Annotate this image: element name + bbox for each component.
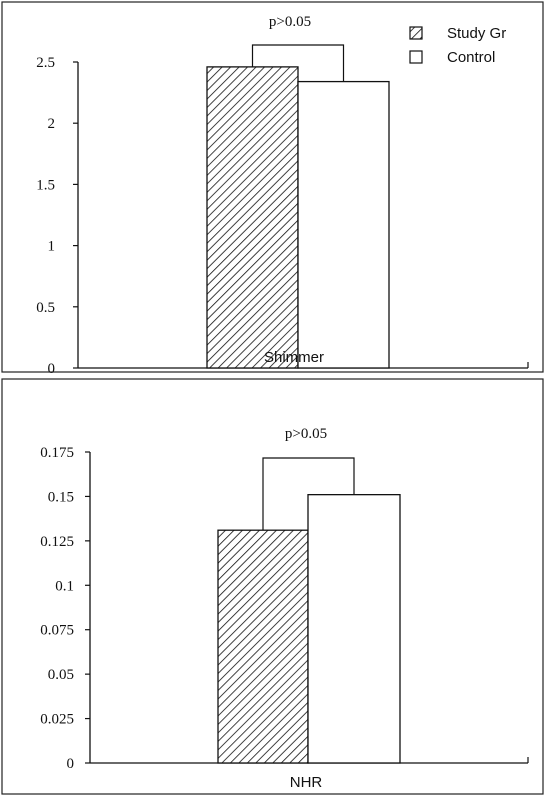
y-tick-label: 1 [48, 239, 56, 255]
annotation-nhr: p>0.05 [285, 426, 327, 442]
legend-swatch-study [409, 26, 423, 40]
y-tick-label: 0.075 [40, 623, 74, 639]
legend-label-study: Study Gr [447, 25, 506, 42]
x-axis-label-shimmer: Shimmer [264, 349, 324, 366]
y-tick-label: 0.1 [55, 578, 74, 594]
panel-frame-shimmer [1, 1, 544, 373]
bar-control [307, 494, 401, 764]
y-tick-label: 0.125 [40, 534, 74, 550]
significance-bracket-nhr [262, 457, 355, 531]
y-tick-label: 0.5 [36, 300, 55, 316]
significance-bracket-shimmer [251, 44, 345, 82]
y-axis-shimmer: 0 0.5 1 1.5 2 2.5 [36, 55, 529, 377]
y-tick-label: 0.05 [48, 667, 74, 683]
bracket-line [251, 44, 345, 82]
legend-swatch-control [409, 50, 423, 64]
y-tick-label: 1.5 [36, 177, 55, 193]
legend-label-control: Control [447, 49, 495, 66]
chart-shimmer: 0 0.5 1 1.5 2 2.5 p>0.05 Shimmer Study Gr Con… [1, 1, 544, 377]
bars-shimmer [206, 66, 390, 369]
y-tick-label: 2 [48, 116, 56, 132]
bar-study-gr [206, 66, 299, 369]
bar-control [297, 80, 390, 369]
bracket-line [262, 457, 355, 531]
panel-frame-nhr [1, 378, 544, 795]
y-tick-label: 0.175 [40, 445, 74, 461]
y-tick-label: 0.025 [40, 712, 74, 728]
annotation-shimmer: p>0.05 [269, 14, 311, 30]
y-tick-label: 2.5 [36, 55, 55, 71]
y-tick-label: 0.15 [48, 489, 74, 505]
y-tick-label: 0 [48, 361, 56, 377]
x-axis-label-nhr: NHR [290, 774, 323, 791]
bars-nhr [217, 494, 401, 764]
legend: Study Gr Control [409, 25, 506, 66]
y-tick-label: 0 [67, 756, 75, 772]
bar-study-gr [217, 529, 309, 764]
